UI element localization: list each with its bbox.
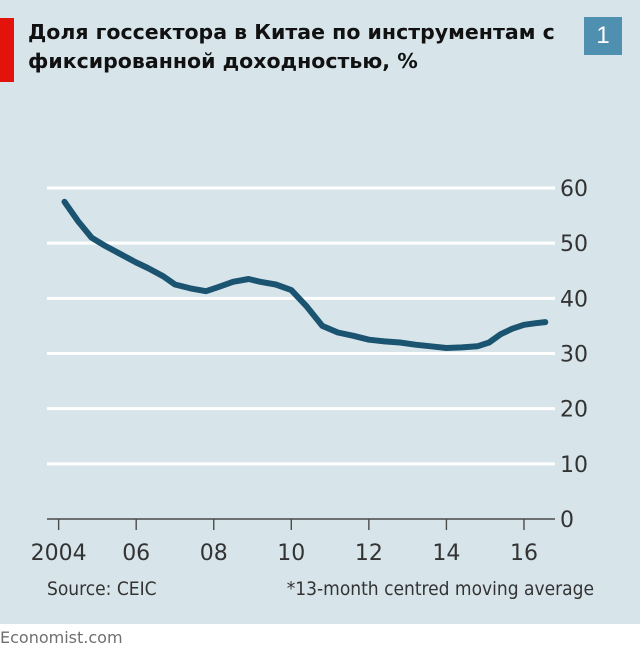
brand-logo-text: Economist.com xyxy=(0,628,123,647)
y-tick-label-6: 60 xyxy=(560,177,588,202)
footnote: *13-month centred moving average xyxy=(286,578,594,600)
y-tick-label-3: 30 xyxy=(560,343,588,368)
x-tick-label-2: 08 xyxy=(200,541,228,566)
x-tick-label-6: 16 xyxy=(510,541,538,566)
series-line-0 xyxy=(61,198,549,351)
x-tick-label-1: 06 xyxy=(122,541,150,566)
x-tick-label-4: 12 xyxy=(355,541,383,566)
line-chart: 0 10 20 30 40 50 60 2004 06 08 10 12 14 16 xyxy=(31,177,588,566)
chart-panel xyxy=(0,0,640,624)
x-tick-label-3: 10 xyxy=(277,541,305,566)
chart-title: Доля госсектора в Китае по инструментам … xyxy=(28,20,555,73)
x-tick-label-5: 14 xyxy=(432,541,460,566)
chart-number-badge: 1 xyxy=(584,17,622,55)
red-corner-tab xyxy=(0,18,14,82)
source-note: Source: CEIC xyxy=(47,578,157,600)
y-tick-label-4: 40 xyxy=(560,287,588,312)
y-tick-label-0: 0 xyxy=(560,508,574,533)
x-tick-label-0: 2004 xyxy=(31,541,87,566)
y-tick-label-5: 50 xyxy=(560,232,588,257)
y-tick-label-2: 20 xyxy=(560,398,588,423)
y-tick-label-1: 10 xyxy=(560,453,588,478)
